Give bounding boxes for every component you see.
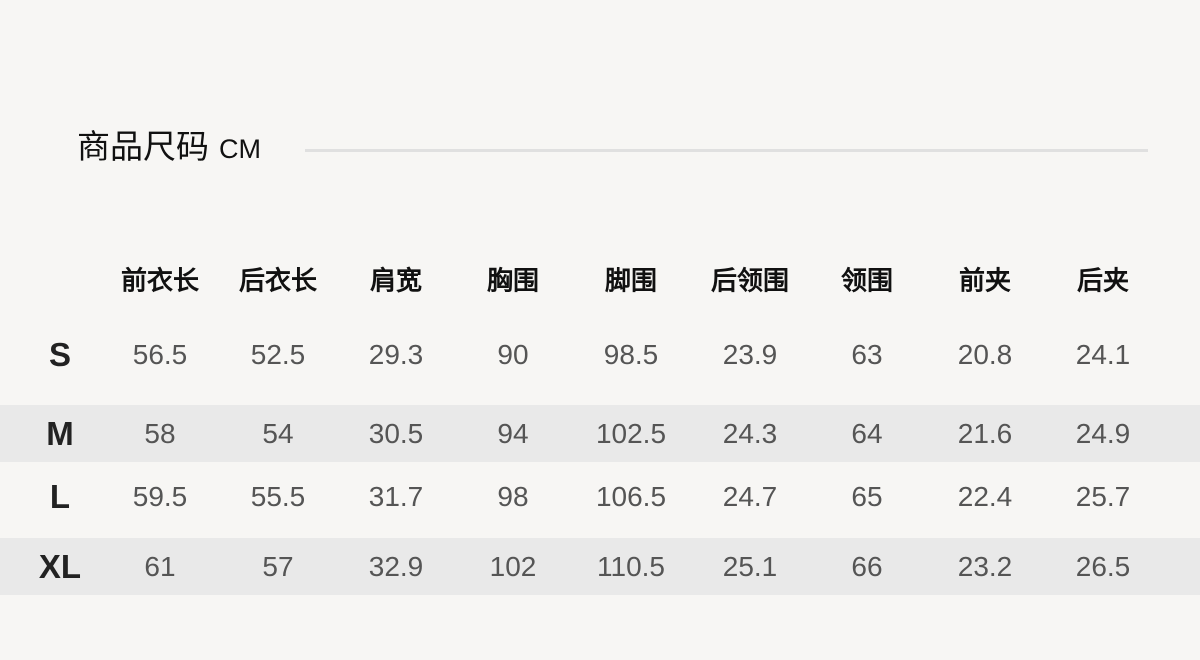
title-text: 商品尺码 <box>77 127 209 166</box>
table-cell: 66 <box>851 550 883 582</box>
table-cell: 25.1 <box>722 550 778 582</box>
table-cell: 65 <box>851 480 883 512</box>
table-row: M 58 54 30.5 94 102.5 24.3 64 21.6 24.9 <box>0 405 1200 462</box>
column-header: 肩宽 <box>369 266 422 296</box>
page-title: 商品尺码 CM <box>77 120 261 168</box>
table-cell: 52.5 <box>250 338 306 370</box>
table-cell: 29.3 <box>368 338 424 370</box>
table-cell: 57 <box>262 550 294 582</box>
table-cell: 98.5 <box>603 338 659 370</box>
table-cell: 102.5 <box>595 417 667 449</box>
table-cell: 102 <box>489 550 537 582</box>
table-cell: 25.7 <box>1075 480 1131 512</box>
column-header: 胸围 <box>486 266 539 296</box>
unit-label: CM <box>219 134 261 164</box>
table-cell: 106.5 <box>595 480 667 512</box>
table-cell: 59.5 <box>132 480 188 512</box>
column-header: 脚围 <box>604 266 657 296</box>
column-header: 后夹 <box>1076 266 1129 296</box>
table-cell: 23.9 <box>722 338 778 370</box>
table-cell: 24.7 <box>722 480 778 512</box>
table-cell: 31.7 <box>368 480 424 512</box>
column-header: 领围 <box>840 266 893 296</box>
divider <box>305 149 1148 152</box>
table-cell: 20.8 <box>957 338 1013 370</box>
table-cell: 21.6 <box>957 417 1013 449</box>
table-cell: 55.5 <box>250 480 306 512</box>
table-cell: 24.3 <box>722 417 778 449</box>
size-label: M <box>46 414 74 452</box>
table-cell: 63 <box>851 338 883 370</box>
column-header: 后领围 <box>710 266 789 296</box>
size-label: S <box>48 335 71 373</box>
table-cell: 61 <box>144 550 176 582</box>
table-row: XL 61 57 32.9 102 110.5 25.1 66 23.2 26.5 <box>0 538 1200 595</box>
column-header: 前衣长 <box>120 266 199 296</box>
column-header: 后衣长 <box>238 266 317 296</box>
table-row: S 56.5 52.5 29.3 90 98.5 23.9 63 20.8 24.1 <box>0 326 1200 383</box>
table-cell: 90 <box>497 338 529 370</box>
header-row: 前衣长 后衣长 肩宽 胸围 脚围 后领围 领围 前夹 后夹 <box>0 250 1200 307</box>
table-cell: 94 <box>497 417 529 449</box>
table-cell: 58 <box>144 417 176 449</box>
table-cell: 22.4 <box>957 480 1013 512</box>
table-row: L 59.5 55.5 31.7 98 106.5 24.7 65 22.4 25.7 <box>0 468 1200 525</box>
column-header: 前夹 <box>958 266 1011 296</box>
table-cell: 24.1 <box>1075 338 1131 370</box>
table-cell: 98 <box>497 480 529 512</box>
table-cell: 56.5 <box>132 338 188 370</box>
table-cell: 32.9 <box>368 550 424 582</box>
table-cell: 24.9 <box>1075 417 1131 449</box>
size-label: L <box>49 477 71 515</box>
table-cell: 54 <box>262 417 294 449</box>
size-label: XL <box>38 547 82 585</box>
table-cell: 110.5 <box>597 550 665 582</box>
table-cell: 26.5 <box>1075 550 1131 582</box>
table-cell: 30.5 <box>368 417 424 449</box>
table-cell: 64 <box>851 417 883 449</box>
table-cell: 23.2 <box>957 550 1013 582</box>
